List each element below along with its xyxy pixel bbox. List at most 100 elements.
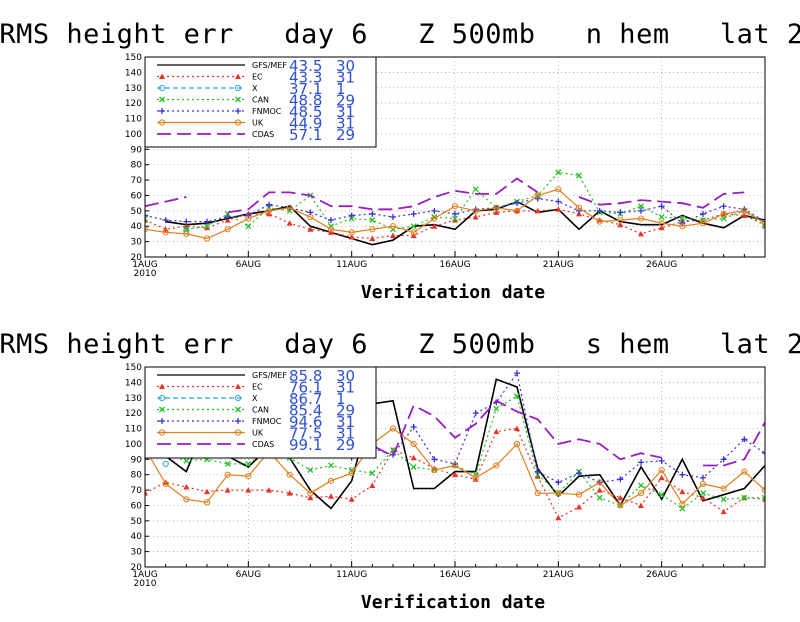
chart-panel-1: RMS height err day 6 Z 500mb n hem lat 2… xyxy=(0,19,800,303)
data-point xyxy=(369,235,376,242)
legend-mean: 43.5 xyxy=(289,57,322,75)
plot-area xyxy=(145,169,765,246)
series-fnmoc xyxy=(145,195,765,227)
legend-count: 1 xyxy=(336,390,346,408)
data-point xyxy=(617,216,624,224)
data-point xyxy=(145,226,149,233)
chart-title: RMS height err day 6 Z 500mb n hem lat 2… xyxy=(0,19,800,50)
x-tick-label: 6AUG xyxy=(236,570,261,580)
data-point xyxy=(183,484,190,490)
data-point xyxy=(162,460,169,468)
data-point xyxy=(741,207,748,214)
legend-mean: 37.1 xyxy=(289,80,322,98)
data-point xyxy=(658,466,665,474)
x-tick-label: 1AUG xyxy=(132,570,157,580)
series-line xyxy=(703,421,765,467)
x-tick-label: 11AUG xyxy=(336,570,367,580)
data-point xyxy=(638,230,644,237)
y-tick-label: 20 xyxy=(131,563,143,573)
data-point xyxy=(617,502,624,509)
series-x xyxy=(162,460,169,468)
y-tick-label: 20 xyxy=(131,253,143,263)
data-point xyxy=(617,209,624,216)
data-point xyxy=(145,490,148,496)
data-point xyxy=(389,223,397,230)
y-tick-label: 50 xyxy=(131,517,143,527)
legend-entry: FNMOC 94.6 31 xyxy=(157,413,355,431)
data-point xyxy=(307,490,314,497)
legend-box xyxy=(144,56,377,148)
y-tick-label: 130 xyxy=(125,394,142,404)
data-point xyxy=(235,418,241,424)
x-tick-label: 26AUG xyxy=(646,570,677,580)
data-point xyxy=(638,459,644,466)
data-point xyxy=(245,487,252,493)
data-point xyxy=(158,394,166,402)
legend-count: 31 xyxy=(336,115,355,133)
legend-entry: FNMOC 48.5 31 xyxy=(157,103,355,121)
data-point xyxy=(555,206,562,212)
data-point xyxy=(513,440,521,448)
data-point xyxy=(534,192,541,199)
legend-mean: 85.8 xyxy=(289,367,322,385)
data-point xyxy=(658,214,665,220)
series-ec xyxy=(145,425,765,521)
data-point xyxy=(637,490,645,497)
legend-box xyxy=(144,366,377,459)
data-point xyxy=(575,204,583,211)
data-point xyxy=(452,210,458,217)
data-point xyxy=(700,494,706,501)
data-point xyxy=(159,96,165,103)
y-tick-label: 120 xyxy=(125,99,142,109)
data-point xyxy=(327,226,335,233)
data-point xyxy=(369,482,376,488)
data-point xyxy=(679,215,686,222)
data-point xyxy=(700,490,706,497)
series-uk xyxy=(145,186,765,242)
data-point xyxy=(234,119,242,126)
data-point xyxy=(158,84,166,92)
data-point xyxy=(286,220,293,226)
legend-count: 29 xyxy=(336,92,355,110)
data-point xyxy=(658,491,665,498)
data-point xyxy=(431,214,438,220)
data-point xyxy=(266,201,272,208)
data-point xyxy=(145,212,148,219)
data-point xyxy=(162,217,169,224)
y-tick-label: 110 xyxy=(125,425,142,435)
data-point xyxy=(162,480,169,488)
data-point xyxy=(410,210,417,217)
data-point xyxy=(162,229,169,236)
y-tick-label: 140 xyxy=(125,378,142,388)
legend-mean: 94.6 xyxy=(289,413,322,431)
y-tick-label: 30 xyxy=(131,548,143,558)
data-point xyxy=(761,486,765,494)
data-point xyxy=(555,186,562,193)
data-point xyxy=(235,383,241,389)
data-point xyxy=(575,491,583,498)
data-point xyxy=(183,496,190,503)
data-point xyxy=(410,464,417,470)
data-point xyxy=(452,217,458,223)
data-point xyxy=(534,468,541,475)
data-point xyxy=(265,207,273,214)
data-point xyxy=(699,480,707,488)
data-point xyxy=(555,169,562,176)
y-tick-label: 140 xyxy=(125,68,142,78)
legend-entry: X 86.7 1 xyxy=(157,390,346,408)
x-tick-label: 16AUG xyxy=(439,570,470,580)
data-point xyxy=(555,490,562,497)
data-point xyxy=(741,212,748,218)
data-point xyxy=(534,473,541,479)
data-point xyxy=(720,485,727,492)
legend-mean: 99.1 xyxy=(289,436,322,454)
data-point xyxy=(369,470,376,477)
data-point xyxy=(234,84,242,92)
data-point xyxy=(658,220,665,227)
data-point xyxy=(348,470,355,477)
legend-mean: 48.5 xyxy=(289,103,322,121)
legend-name: UK xyxy=(252,429,264,438)
data-point xyxy=(145,215,148,222)
y-tick-label: 80 xyxy=(131,471,143,481)
